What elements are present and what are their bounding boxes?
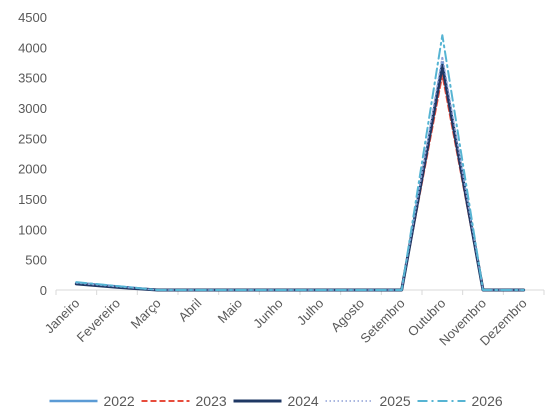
x-tick-label: Janeiro — [42, 296, 83, 337]
legend-label-2022: 2022 — [104, 393, 135, 409]
x-tick-label: Fevereiro — [74, 296, 123, 345]
y-tick-label: 3500 — [18, 71, 47, 86]
series-line-2023 — [75, 73, 525, 291]
series-line-2024 — [74, 64, 526, 292]
legend: 2022 2023 2024 2025 2026 — [49, 393, 503, 409]
y-tick-label: 2500 — [18, 131, 47, 146]
y-tick-label: 1500 — [18, 192, 47, 207]
legend-label-2023: 2023 — [196, 393, 227, 409]
y-tick-label: 500 — [25, 253, 47, 268]
y-tick-label: 1000 — [18, 222, 47, 237]
y-tick-label: 2000 — [18, 162, 47, 177]
x-tick-label: Julho — [294, 296, 327, 329]
y-axis-ticks: 0 500 1000 1500 2000 2500 3000 3500 4000 4500 — [18, 10, 47, 298]
x-tick-label: Setembro — [357, 296, 407, 346]
y-tick-label: 4000 — [18, 40, 47, 55]
y-tick-label: 0 — [40, 283, 47, 298]
legend-label-2025: 2025 — [380, 393, 411, 409]
legend-label-2026: 2026 — [472, 393, 503, 409]
y-tick-label: 3000 — [18, 101, 47, 116]
x-tick-label: Agosto — [328, 296, 367, 335]
series-line-2025 — [75, 55, 525, 291]
series-line-2022 — [75, 61, 525, 292]
series-line-2026 — [75, 34, 525, 291]
y-tick-label: 4500 — [18, 10, 47, 25]
x-tick-label: Maio — [215, 296, 246, 327]
x-tick-label: Junho — [250, 296, 286, 332]
series-lines — [74, 34, 526, 292]
x-tick-label: Março — [128, 296, 164, 332]
x-tick-label: Abril — [175, 295, 204, 324]
legend-label-2024: 2024 — [288, 393, 319, 409]
